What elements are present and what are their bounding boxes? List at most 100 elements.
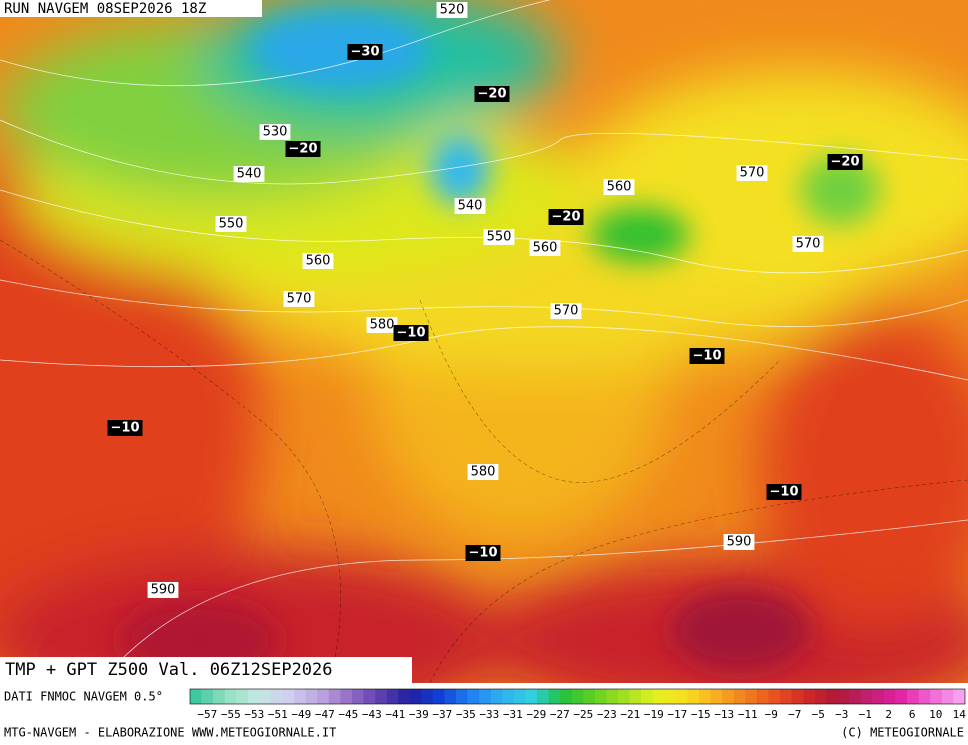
color-scale: −57 −55 −53 −51 −49 −47 −45 −43 −41 −39 −37 −35 −33−… [189, 688, 967, 721]
label-bg [215, 216, 247, 232]
label-bg [550, 303, 582, 319]
scale-swatch [756, 689, 769, 704]
scale-tick-label: −43 [362, 708, 382, 721]
scale-swatch [236, 689, 249, 704]
scale-swatch [375, 689, 387, 704]
scale-swatch [340, 689, 353, 704]
label-bg [366, 317, 398, 333]
scale-tick-label: −47 [315, 708, 335, 721]
scale-tick-label: −49 [291, 708, 311, 721]
caption-bg [0, 657, 412, 683]
run-title: RUN NAVGEM 08SEP2026 18Z [4, 1, 206, 17]
credit-left: MTG-NAVGEM - ELABORAZIONE WWW.METEOGIORN… [4, 726, 336, 740]
height-label: 550 [219, 217, 244, 232]
scale-swatch [907, 689, 920, 704]
scale-tick-label: −9 [765, 708, 778, 721]
scale-tick-label: −45 [338, 708, 358, 721]
height-label: 570 [287, 292, 312, 307]
temperature-label: −10 [693, 349, 722, 364]
label-bg [436, 2, 468, 18]
label-bg [792, 236, 824, 252]
label-bg [689, 348, 725, 364]
caption: TMP + GPT Z500 Val. 06Z12SEP2026 [5, 660, 333, 680]
scale-swatch [583, 689, 596, 704]
label-bg [283, 291, 315, 307]
scale-swatch [826, 689, 839, 704]
scale-swatch [941, 689, 954, 704]
scale-tick-label: −55 [221, 708, 241, 721]
scale-swatch [363, 689, 376, 704]
contour-labels: 520 530 540 540 550 550 560 560 560 570 570 570 570 5… [107, 2, 863, 598]
label-bg [465, 545, 501, 561]
scale-tick-label: −35 [456, 708, 476, 721]
scale-swatch [294, 689, 306, 704]
height-label: 580 [370, 318, 395, 333]
scale-tick-label: −19 [644, 708, 664, 721]
scale-swatch [398, 689, 411, 704]
scale-tick-label: −11 [738, 708, 758, 721]
height-label: 590 [727, 535, 752, 550]
scale-swatch [733, 689, 746, 704]
scale-tick-label: −21 [620, 708, 640, 721]
scale-tick-label: 6 [909, 708, 916, 721]
scale-tick-label: −7 [788, 708, 801, 721]
scale-swatch [687, 689, 700, 704]
scale-tick-label: −15 [691, 708, 711, 721]
label-bg [454, 198, 486, 214]
height-label: 560 [533, 241, 558, 256]
scale-swatch [537, 689, 549, 704]
scale-swatch [409, 689, 422, 704]
height-label: 550 [487, 230, 512, 245]
height-label: 580 [471, 465, 496, 480]
scale-tick-label: −13 [714, 708, 734, 721]
height-label: 570 [796, 237, 821, 252]
scale-border [189, 688, 966, 705]
scale-swatch [675, 689, 688, 704]
scale-tick-label: −31 [503, 708, 523, 721]
scale-tick-label: 2 [885, 708, 892, 721]
height-label: 520 [440, 3, 465, 18]
scale-swatch [386, 689, 399, 704]
scale-swatch [213, 689, 226, 704]
height-label: 560 [607, 180, 632, 195]
scale-tick-label: −29 [526, 708, 546, 721]
data-source: DATI FNMOC NAVGEM 0.5° [4, 690, 163, 704]
scale-swatch [860, 689, 873, 704]
label-bg [302, 253, 334, 269]
scale-swatch [953, 689, 966, 704]
scale-swatch [606, 689, 619, 704]
scale-tick-label: −57 [197, 708, 217, 721]
height-label: 570 [554, 304, 579, 319]
scale-swatch [525, 689, 538, 704]
scale-swatch [652, 689, 665, 704]
label-bg [107, 420, 143, 436]
scale-swatch [837, 689, 850, 704]
scale-swatch [270, 689, 283, 704]
scale-tick-label: 10 [929, 708, 942, 721]
scale-swatch [490, 689, 503, 704]
label-bg [529, 240, 561, 256]
scale-swatch [641, 689, 653, 704]
label-bg [467, 464, 499, 480]
label-bg [474, 86, 510, 102]
height-label: 560 [306, 254, 331, 269]
scale-swatch [918, 689, 931, 704]
scale-tick-label: −17 [667, 708, 687, 721]
scale-swatch [282, 689, 295, 704]
label-bg [147, 582, 179, 598]
temperature-label: −10 [770, 485, 799, 500]
scale-swatch [849, 689, 862, 704]
scale-swatch [768, 689, 781, 704]
scale-swatch [803, 689, 815, 704]
label-bg [285, 141, 321, 157]
scale-swatch [201, 689, 214, 704]
scale-swatch [456, 689, 468, 704]
scale-swatch [305, 689, 318, 704]
scale-swatch [930, 689, 943, 704]
scale-swatch [698, 689, 711, 704]
scale-swatch [247, 689, 260, 704]
scale-swatch [629, 689, 642, 704]
scale-tick-label: 14 [953, 708, 967, 721]
height-label: 590 [151, 583, 176, 598]
